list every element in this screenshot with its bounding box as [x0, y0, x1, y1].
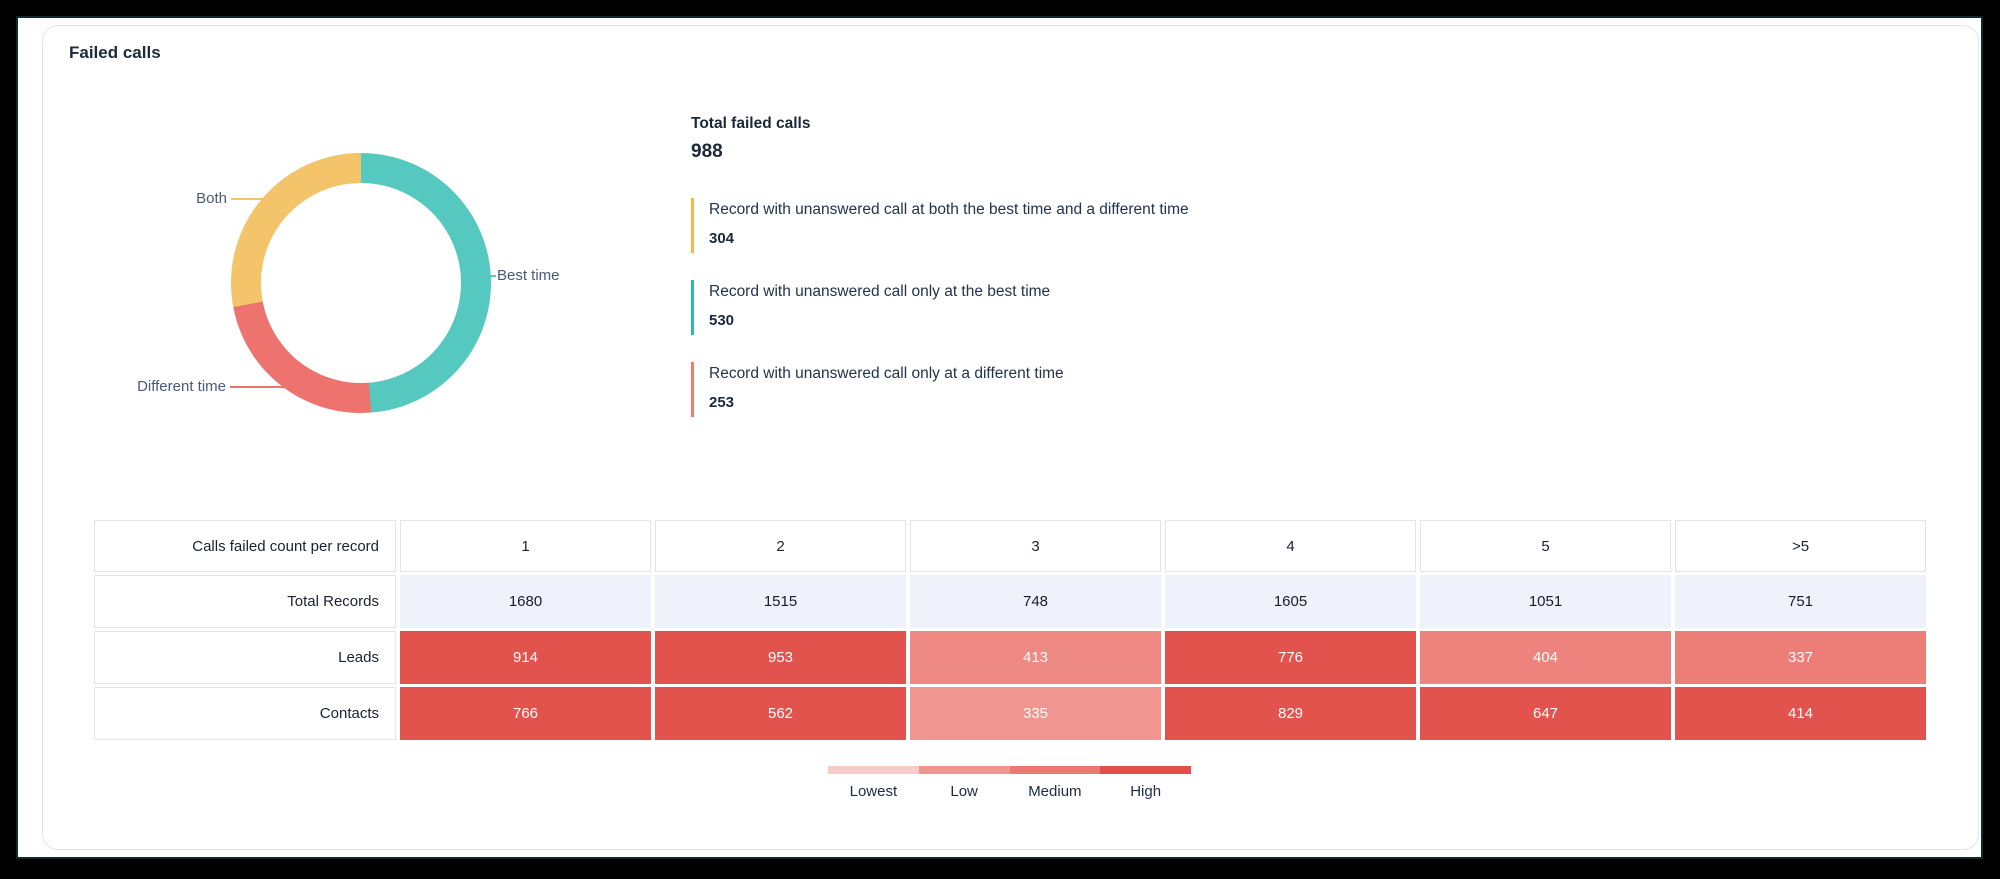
heat-cell[interactable]: 647 — [1420, 687, 1671, 740]
summary-item-label: Record with unanswered call only at a di… — [709, 365, 1064, 382]
table-row-label: Contacts — [94, 687, 396, 740]
donut-label-different-time: Different time — [137, 378, 226, 395]
total-records-cell: 1515 — [655, 575, 906, 628]
table-column-header: 2 — [655, 520, 906, 572]
summary-item: Record with unanswered call at both the … — [691, 198, 1331, 253]
table-corner-header: Calls failed count per record — [94, 520, 396, 572]
table-column-header: >5 — [1675, 520, 1926, 572]
heatmap-table: Calls failed count per record 1 2 3 4 5 >5 Tota… — [94, 520, 1926, 740]
card-title: Failed calls — [69, 43, 161, 62]
heat-cell[interactable]: 829 — [1165, 687, 1416, 740]
table-column-header: 1 — [400, 520, 651, 572]
heat-cell[interactable]: 914 — [400, 631, 651, 684]
heat-scale-segment — [828, 766, 919, 774]
table-column-header: 3 — [910, 520, 1161, 572]
total-records-cell: 748 — [910, 575, 1161, 628]
heat-cell[interactable]: 776 — [1165, 631, 1416, 684]
summary-title: Total failed calls — [691, 115, 811, 132]
heat-cell[interactable]: 953 — [655, 631, 906, 684]
donut-label-best-time: Best time — [497, 267, 560, 284]
summary-item-value: 304 — [709, 230, 735, 247]
best-time-callout-line — [484, 275, 496, 277]
heat-cell[interactable]: 414 — [1675, 687, 1926, 740]
total-records-cell: 1605 — [1165, 575, 1416, 628]
heat-scale-label: Medium — [1028, 783, 1082, 800]
total-records-cell: 1051 — [1420, 575, 1671, 628]
heat-cell[interactable]: 562 — [655, 687, 906, 740]
heat-scale-bar — [828, 766, 1191, 774]
table-column-header: 5 — [1420, 520, 1671, 572]
heat-scale-labels: Lowest Low Medium High — [828, 783, 1191, 800]
summary-item: Record with unanswered call only at a di… — [691, 362, 1331, 417]
table-row-label: Total Records — [94, 575, 396, 628]
summary-panel: Total failed calls 988 Record with unans… — [691, 114, 1331, 444]
app-window: Failed calls Both Best time Different ti… — [16, 16, 1983, 859]
different-time-callout-line — [230, 386, 288, 388]
failed-calls-card: Failed calls Both Best time Different ti… — [42, 25, 1979, 850]
heat-cell[interactable]: 413 — [910, 631, 1161, 684]
summary-item-value: 253 — [709, 394, 735, 411]
summary-item: Record with unanswered call only at the … — [691, 280, 1331, 335]
heat-scale-label: Low — [950, 783, 978, 800]
summary-item-label: Record with unanswered call at both the … — [709, 201, 1189, 218]
heat-scale-legend: Lowest Low Medium High — [828, 766, 1191, 800]
donut-chart[interactable] — [231, 153, 491, 413]
summary-item-label: Record with unanswered call only at the … — [709, 283, 1051, 300]
heat-scale-segment — [1100, 766, 1191, 774]
both-callout-line — [231, 198, 271, 200]
heat-cell[interactable]: 404 — [1420, 631, 1671, 684]
total-records-cell: 1680 — [400, 575, 651, 628]
summary-legend-items: Record with unanswered call at both the … — [691, 198, 1331, 417]
heat-scale-label: Lowest — [849, 783, 898, 800]
table-row-label: Leads — [94, 631, 396, 684]
summary-total-value: 988 — [691, 141, 723, 162]
donut-label-both: Both — [196, 190, 227, 207]
total-records-cell: 751 — [1675, 575, 1926, 628]
heat-cell[interactable]: 337 — [1675, 631, 1926, 684]
summary-item-value: 530 — [709, 312, 735, 329]
table-column-header: 4 — [1165, 520, 1416, 572]
heat-scale-segment — [1009, 766, 1101, 774]
heat-scale-segment — [918, 766, 1010, 774]
heat-cell[interactable]: 766 — [400, 687, 651, 740]
heat-cell[interactable]: 335 — [910, 687, 1161, 740]
heat-scale-label: High — [1130, 783, 1162, 800]
